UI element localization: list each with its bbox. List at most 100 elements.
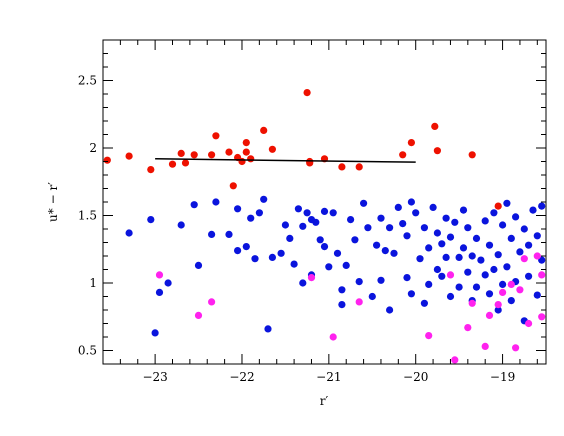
red-data-point [242,139,250,147]
y-tick-label: 1 [89,276,97,290]
axis-ticks [102,39,546,365]
blue-data-point [455,283,463,291]
blue-data-point [503,199,511,207]
blue-data-point [499,280,507,288]
data-points [103,89,546,364]
blue-data-point [260,195,268,203]
blue-data-point [446,233,455,241]
y-axis-label: u* − r′ [46,182,60,222]
blue-data-point [433,229,441,237]
x-tick-label: −22 [229,370,254,384]
blue-data-point [277,249,285,257]
blue-data-point [499,221,507,229]
blue-data-point [299,222,307,230]
magenta-data-point [355,298,363,306]
blue-data-point [494,306,502,314]
magenta-data-point [307,274,316,282]
red-data-point [225,148,233,156]
blue-data-point [386,306,394,314]
blue-data-point [477,256,485,264]
red-data-point [238,157,246,166]
red-data-point [125,152,133,160]
blue-data-point [333,249,342,257]
blue-data-point [511,213,520,221]
blue-data-point [394,203,402,211]
blue-data-point [399,220,407,228]
blue-data-point [425,280,433,288]
blue-data-point [485,290,494,298]
blue-data-point [320,207,329,215]
blue-data-point [225,230,233,238]
blue-data-point [538,202,546,210]
blue-data-point [533,291,541,299]
magenta-data-point [511,344,520,352]
red-data-point [494,202,502,210]
blue-data-point [494,251,502,259]
blue-data-point [390,249,398,257]
red-data-point [190,151,198,159]
blue-data-point [468,252,476,260]
blue-data-point [381,247,389,255]
magenta-data-point [533,252,541,260]
blue-data-point [425,244,433,252]
red-data-point [355,163,363,171]
blue-data-point [147,216,155,224]
magenta-data-point [499,288,507,296]
blue-data-point [299,279,307,287]
blue-data-point [459,244,468,252]
blue-data-point [485,241,494,249]
blue-data-point [294,205,302,213]
blue-data-point [364,224,372,232]
blue-data-point [190,201,198,209]
blue-data-point [525,241,533,249]
blue-data-point [438,272,446,280]
blue-data-point [347,216,355,224]
blue-data-point [342,261,350,269]
x-axis-label: r′ [320,394,329,408]
red-data-point [260,126,268,134]
red-data-point [247,155,255,163]
blue-data-point [451,218,459,226]
blue-data-point [355,278,363,286]
magenta-data-point [155,271,164,279]
magenta-data-point [208,298,216,306]
blue-data-point [373,241,381,249]
blue-data-point [208,230,216,238]
blue-data-point [377,214,385,222]
y-tick-label: 1.5 [78,209,97,223]
magenta-data-point [520,255,528,263]
red-data-point [303,89,311,97]
blue-data-point [377,276,385,284]
red-data-point [338,163,346,171]
blue-data-point [472,283,481,291]
magenta-data-point [507,280,515,288]
blue-data-point [303,209,311,217]
blue-data-point [533,232,541,240]
blue-data-point [442,214,450,222]
blue-data-point [403,274,411,282]
blue-data-point [281,221,289,229]
magenta-data-point [485,311,494,319]
red-data-point [168,160,177,168]
blue-data-point [290,260,298,268]
blue-data-point [247,214,255,222]
red-data-point [431,122,439,130]
blue-data-point [360,199,368,207]
blue-data-point [459,206,468,214]
blue-data-point [212,198,220,206]
y-tick-label: 2.5 [78,74,97,88]
blue-data-point [503,263,511,271]
magenta-data-point [329,333,337,341]
red-data-point [147,166,155,174]
x-tick-label: −20 [403,370,428,384]
blue-data-point [255,209,263,217]
blue-data-point [464,224,472,232]
blue-data-point [407,290,415,298]
red-data-point [407,139,415,147]
magenta-data-point [481,342,489,350]
blue-data-point [264,325,272,333]
blue-data-point [507,234,515,242]
plot-frame [102,39,547,365]
blue-data-point [420,224,428,232]
